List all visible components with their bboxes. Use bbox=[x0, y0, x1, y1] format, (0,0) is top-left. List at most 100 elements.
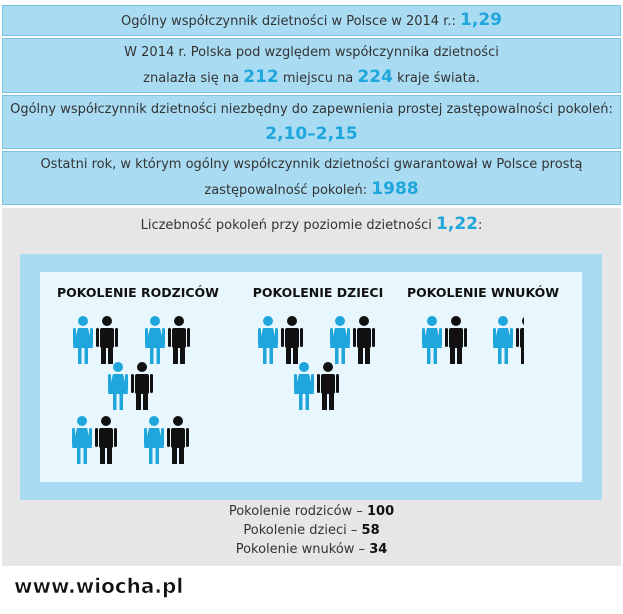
man-icon bbox=[95, 416, 117, 464]
fact-row: Ogólny współczynnik dzietności niezbędny… bbox=[2, 95, 621, 149]
leg bbox=[521, 346, 524, 364]
head bbox=[77, 416, 87, 426]
arm bbox=[330, 328, 333, 346]
head bbox=[299, 362, 309, 372]
man-icon bbox=[168, 316, 190, 364]
leg bbox=[78, 348, 82, 364]
head bbox=[113, 362, 123, 372]
fact-row: Ostatni rok, w którym ogólny współczynni… bbox=[2, 151, 621, 205]
arm bbox=[168, 328, 171, 347]
summary-label: Pokolenie wnuków – bbox=[235, 542, 366, 557]
arm bbox=[162, 328, 165, 346]
head bbox=[101, 416, 111, 426]
woman-icon bbox=[330, 316, 350, 364]
arm bbox=[73, 328, 76, 346]
arm bbox=[439, 328, 442, 346]
leg bbox=[77, 448, 81, 464]
arm bbox=[145, 328, 148, 346]
torso bbox=[285, 328, 299, 348]
dress bbox=[145, 328, 165, 348]
arm bbox=[161, 428, 164, 446]
summary-label: Pokolenie dzieci – bbox=[243, 523, 358, 538]
summary: Pokolenie rodziców – 100 Pokolenie dziec… bbox=[0, 502, 623, 559]
arm bbox=[275, 328, 278, 346]
head bbox=[150, 316, 160, 326]
head bbox=[78, 316, 88, 326]
arm bbox=[510, 328, 513, 346]
woman-icon bbox=[72, 416, 92, 464]
arm bbox=[311, 374, 314, 392]
leg bbox=[322, 392, 327, 410]
torso bbox=[135, 374, 149, 394]
leg bbox=[293, 346, 298, 364]
arm bbox=[89, 428, 92, 446]
fact-text: W 2014 r. Polska pod względem współczynn… bbox=[124, 44, 499, 60]
woman-icon bbox=[493, 316, 513, 364]
leg bbox=[457, 346, 462, 364]
leg bbox=[263, 348, 267, 364]
leg bbox=[84, 348, 88, 364]
summary-line: Pokolenie dzieci – 58 bbox=[0, 521, 623, 540]
head bbox=[451, 316, 461, 326]
leg bbox=[155, 448, 159, 464]
leg bbox=[341, 348, 345, 364]
head bbox=[335, 316, 345, 326]
dress bbox=[108, 374, 128, 394]
summary-value: 100 bbox=[367, 504, 395, 519]
head bbox=[498, 316, 508, 326]
leg bbox=[528, 346, 533, 364]
dress bbox=[258, 328, 278, 348]
leg bbox=[299, 394, 303, 410]
head bbox=[263, 316, 273, 326]
leg bbox=[335, 348, 339, 364]
torso bbox=[171, 428, 185, 448]
arm bbox=[95, 428, 98, 447]
fact-line: zastępowalność pokoleń: 1988 bbox=[3, 177, 620, 203]
torso bbox=[520, 328, 524, 348]
leg bbox=[136, 392, 141, 410]
arm bbox=[258, 328, 261, 346]
leg bbox=[427, 348, 431, 364]
dress bbox=[294, 374, 314, 394]
head bbox=[137, 362, 147, 372]
arm bbox=[167, 428, 170, 447]
dress bbox=[72, 428, 92, 448]
head bbox=[149, 416, 159, 426]
torso bbox=[99, 428, 113, 448]
arm bbox=[96, 328, 99, 347]
head bbox=[102, 316, 112, 326]
head bbox=[522, 317, 524, 325]
fact-value: 1,29 bbox=[460, 9, 502, 30]
torso bbox=[449, 328, 463, 348]
title-text: Liczebność pokoleń przy poziomie dzietno… bbox=[140, 218, 432, 233]
fact-value: 2,10–2,15 bbox=[265, 124, 358, 144]
fact-row: W 2014 r. Polska pod względem współczynn… bbox=[2, 38, 621, 93]
leg bbox=[179, 446, 184, 464]
summary-label: Pokolenie rodziców – bbox=[228, 504, 363, 519]
torso bbox=[100, 328, 114, 348]
fact-text: znalazła się na bbox=[143, 70, 240, 86]
fact-line: Ogólny współczynnik dzietności w Polsce … bbox=[3, 8, 620, 34]
leg bbox=[101, 346, 106, 364]
group-label: POKOLENIE DZIECI bbox=[253, 285, 384, 300]
leg bbox=[173, 346, 178, 364]
leg bbox=[113, 394, 117, 410]
fact-text: kraje świata. bbox=[397, 70, 480, 86]
arm bbox=[115, 328, 118, 347]
arm bbox=[535, 328, 538, 347]
arm bbox=[144, 428, 147, 446]
dress bbox=[144, 428, 164, 448]
woman-icon bbox=[422, 316, 442, 364]
leg bbox=[305, 394, 309, 410]
man-icon bbox=[167, 416, 189, 464]
man-icon bbox=[131, 362, 153, 410]
fact-text: Ostatni rok, w którym ogólny współczynni… bbox=[40, 157, 583, 172]
woman-icon bbox=[258, 316, 278, 364]
arm bbox=[464, 328, 467, 347]
arm bbox=[353, 328, 356, 347]
summary-value: 58 bbox=[361, 523, 380, 538]
torso bbox=[321, 374, 335, 394]
dress bbox=[330, 328, 350, 348]
arm bbox=[125, 374, 128, 392]
